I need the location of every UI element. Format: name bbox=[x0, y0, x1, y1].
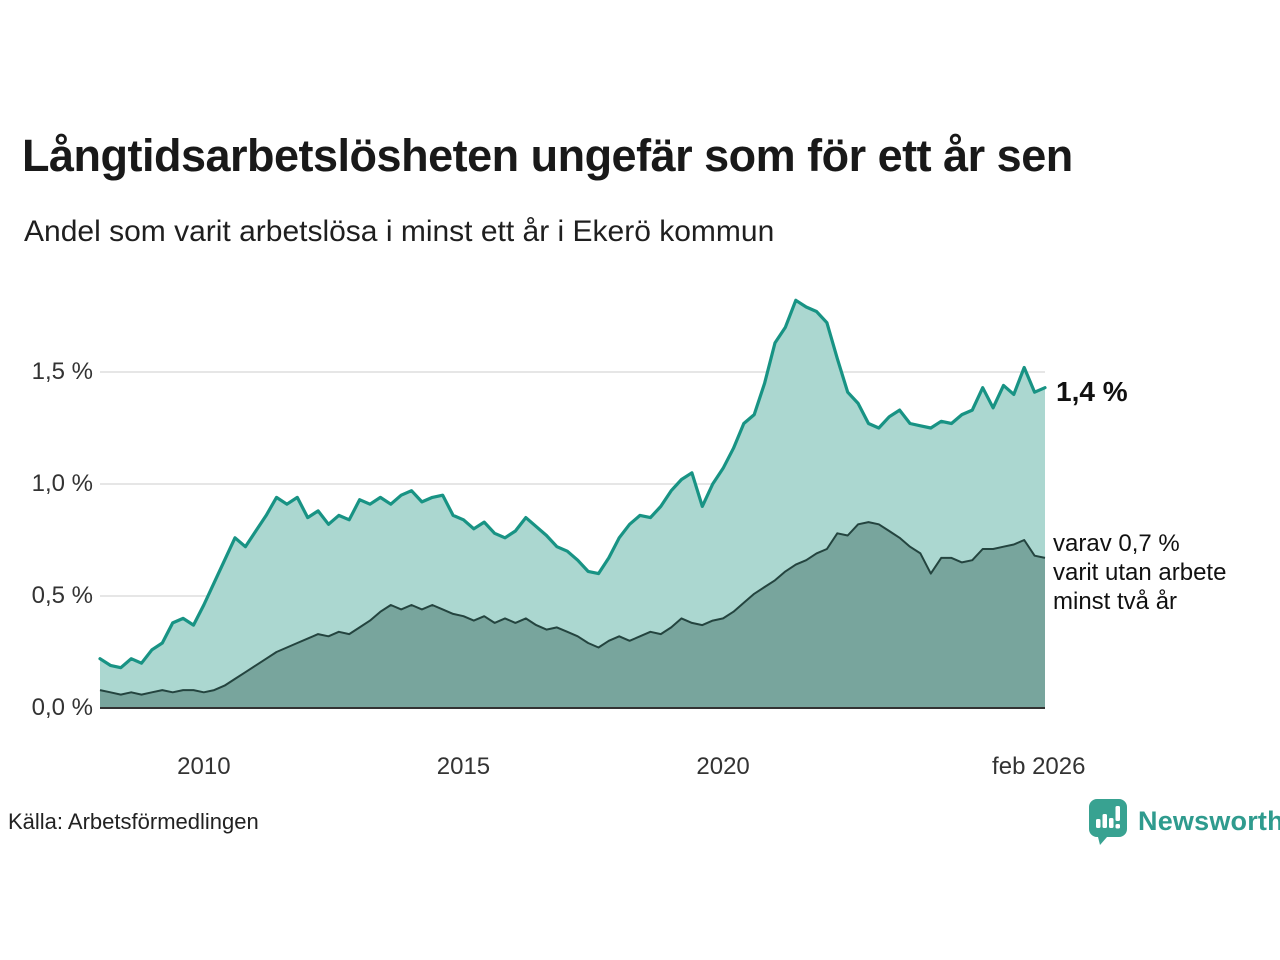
y-tick-label: 1,0 % bbox=[31, 470, 93, 497]
chart-subtitle: Andel som varit arbetslösa i minst ett å… bbox=[24, 215, 775, 248]
secondary-series-annotation: varav 0,7 % varit utan arbete minst två … bbox=[1053, 529, 1226, 616]
series-line-two-years bbox=[99, 521, 1046, 696]
source-label: Källa: Arbetsförmedlingen bbox=[8, 809, 259, 834]
y-tick-label: 1,5 % bbox=[31, 358, 93, 385]
series-line-total-one-year bbox=[98, 298, 1047, 670]
annotation-line: varit utan arbete bbox=[1053, 559, 1227, 586]
y-tick-label: 0,0 % bbox=[31, 694, 93, 721]
y-tick-label: 0,5 % bbox=[31, 582, 93, 609]
series-area-two-years bbox=[100, 522, 1045, 708]
annotation-line: varav 0,7 % bbox=[1053, 530, 1180, 557]
x-tick-label: 2020 bbox=[696, 753, 750, 780]
newsworthy-bars-icon bbox=[1089, 799, 1127, 845]
newsworthy-wordmark: Newsworthy bbox=[1138, 806, 1280, 836]
page-title: Långtidsarbetslösheten ungefär som för e… bbox=[22, 130, 1073, 181]
x-tick-label: 2010 bbox=[177, 753, 231, 780]
x-tick-label: 2015 bbox=[436, 753, 491, 780]
latest-value-label: 1,4 % bbox=[1056, 376, 1128, 407]
annotation-line: minst två år bbox=[1053, 588, 1178, 615]
newsworthy-logo: Newsworthy bbox=[1087, 798, 1280, 845]
x-tick-label: feb 2026 bbox=[992, 753, 1086, 780]
